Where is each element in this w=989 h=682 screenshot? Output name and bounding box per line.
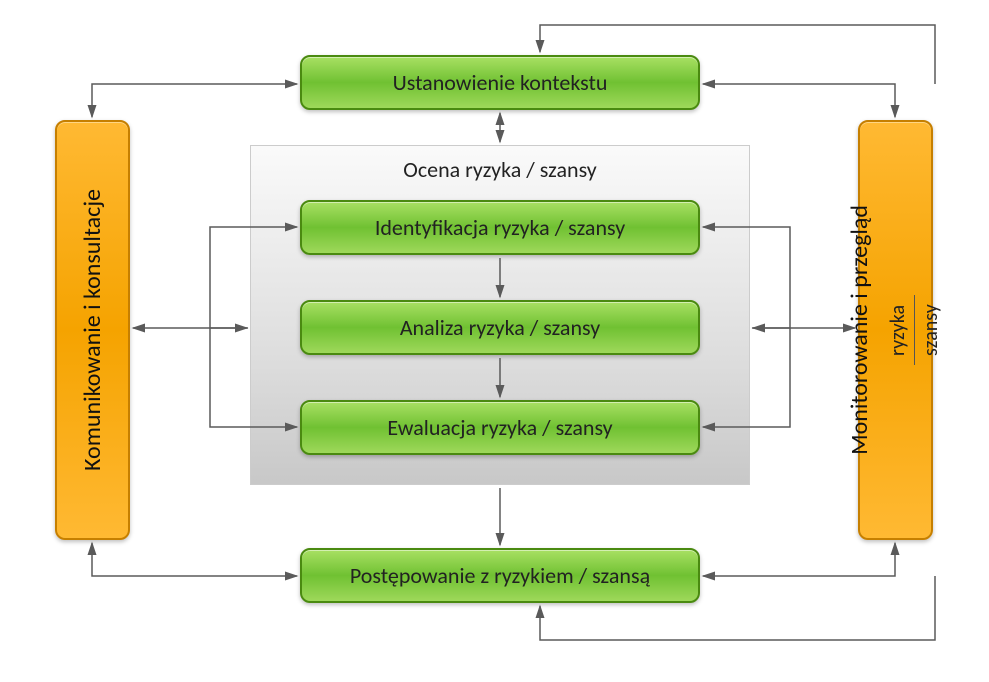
node-monitor-label: Monitorowanie i przegląd xyxy=(845,205,874,455)
node-treatment-label: Postępowanie z ryzykiem / szansą xyxy=(350,562,650,589)
panel-title: Ocena ryzyka / szansy xyxy=(251,156,749,183)
node-treatment: Postępowanie z ryzykiem / szansą xyxy=(300,548,700,603)
monitor-frac-top: ryzyka xyxy=(882,304,914,355)
node-identify-label: Identyfikacja ryzyka / szansy xyxy=(375,214,625,241)
node-comm-label: Komunikowanie i konsultacje xyxy=(78,189,107,471)
node-evaluation-label: Ewaluacja ryzyka / szansy xyxy=(387,414,612,441)
monitor-frac-bot: szansy xyxy=(915,304,947,356)
node-analysis: Analiza ryzyka / szansy xyxy=(300,300,700,355)
node-context-label: Ustanowienie kontekstu xyxy=(393,69,608,96)
node-comm: Komunikowanie i konsultacje xyxy=(55,120,130,540)
node-identify: Identyfikacja ryzyka / szansy xyxy=(300,200,700,255)
node-context: Ustanowienie kontekstu xyxy=(300,55,700,110)
node-analysis-label: Analiza ryzyka / szansy xyxy=(400,314,600,341)
monitor-fraction: ryzyka szansy xyxy=(882,293,947,367)
node-evaluation: Ewaluacja ryzyka / szansy xyxy=(300,400,700,455)
node-monitor: Monitorowanie i przegląd ryzyka szansy xyxy=(858,120,933,540)
